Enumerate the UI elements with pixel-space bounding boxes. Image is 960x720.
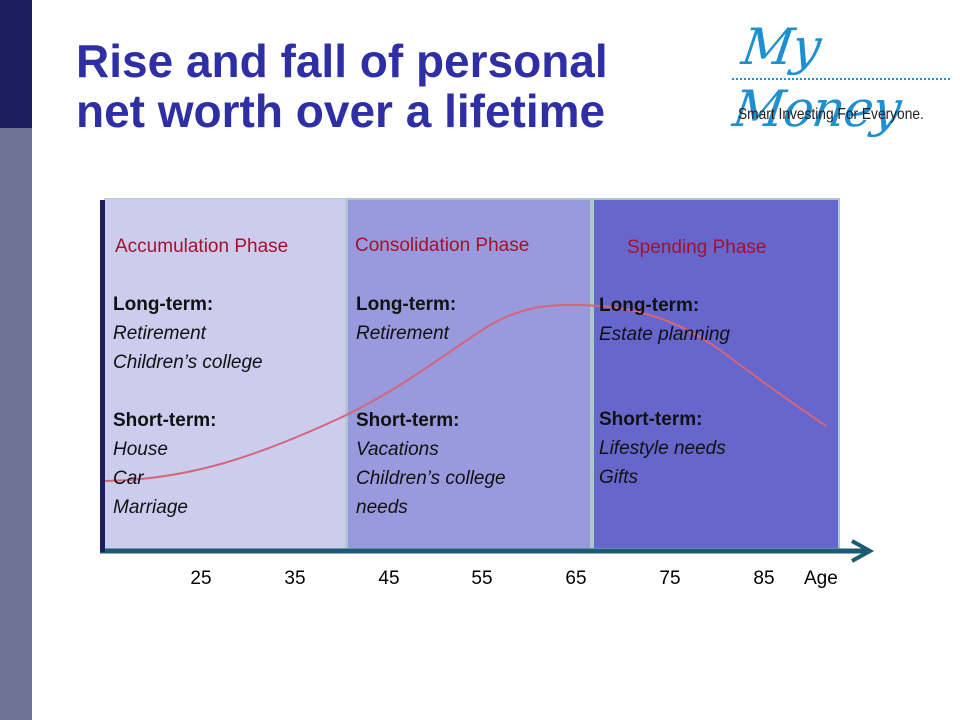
x-tick-label: 65 [565, 568, 587, 589]
phase-name-consolidation: Consolidation Phase [355, 235, 530, 256]
goal-item: Gifts [599, 467, 639, 488]
goal-item: Lifestyle needs [599, 438, 726, 459]
x-axis-arrowhead [851, 539, 875, 563]
x-tick-label: 75 [659, 568, 681, 589]
goal-item: Children’s college [356, 468, 506, 489]
goal-item: Estate planning [599, 324, 730, 345]
x-tick-label: 45 [378, 568, 400, 589]
x-tick-label: 35 [284, 568, 306, 589]
goals-consolidation: Long-term: Retirement Short-term: Vacati… [356, 290, 506, 522]
goal-item: Car [113, 468, 144, 489]
short-term-heading: Short-term: [356, 410, 460, 431]
title-line-1: Rise and fall of personal [76, 35, 608, 87]
goal-item: Retirement [113, 323, 206, 344]
phase-name-spending: Spending Phase [627, 237, 767, 258]
goal-item: Children’s college [113, 352, 263, 373]
goal-item: Vacations [356, 439, 439, 460]
phase-accumulation [104, 198, 346, 550]
title-line-2: net worth over a lifetime [76, 85, 606, 137]
phase-spending [592, 198, 840, 550]
long-term-heading: Long-term: [113, 294, 214, 315]
net-worth-curve [103, 303, 827, 482]
goal-item: Retirement [356, 323, 449, 344]
sidebar-accent-top [0, 0, 32, 128]
sidebar-accent-bottom [0, 128, 32, 720]
phase-name-accumulation: Accumulation Phase [115, 236, 289, 257]
goal-item: House [113, 439, 168, 460]
x-tick-label: 25 [190, 568, 212, 589]
goals-accumulation: Long-term: Retirement Children’s college… [113, 290, 263, 522]
phase-consolidation [346, 198, 592, 550]
y-axis-line [100, 200, 105, 552]
long-term-heading: Long-term: [599, 295, 700, 316]
logo-dotted-rule [732, 78, 950, 80]
x-tick-label: 55 [471, 568, 493, 589]
short-term-heading: Short-term: [113, 410, 217, 431]
my-money-logo: My Money Smart Investing For Everyone. [730, 12, 955, 138]
goal-item: Marriage [113, 497, 188, 518]
short-term-heading: Short-term: [599, 409, 703, 430]
long-term-heading: Long-term: [356, 294, 457, 315]
slide-title: Rise and fall of personal net worth over… [76, 36, 608, 136]
goal-item: needs [356, 497, 408, 518]
logo-tagline: Smart Investing For Everyone. [738, 106, 924, 123]
x-axis-title: Age [804, 568, 838, 589]
goals-spending: Long-term: Estate planning Short-term: L… [599, 291, 730, 492]
x-tick-label: 85 [753, 568, 775, 589]
